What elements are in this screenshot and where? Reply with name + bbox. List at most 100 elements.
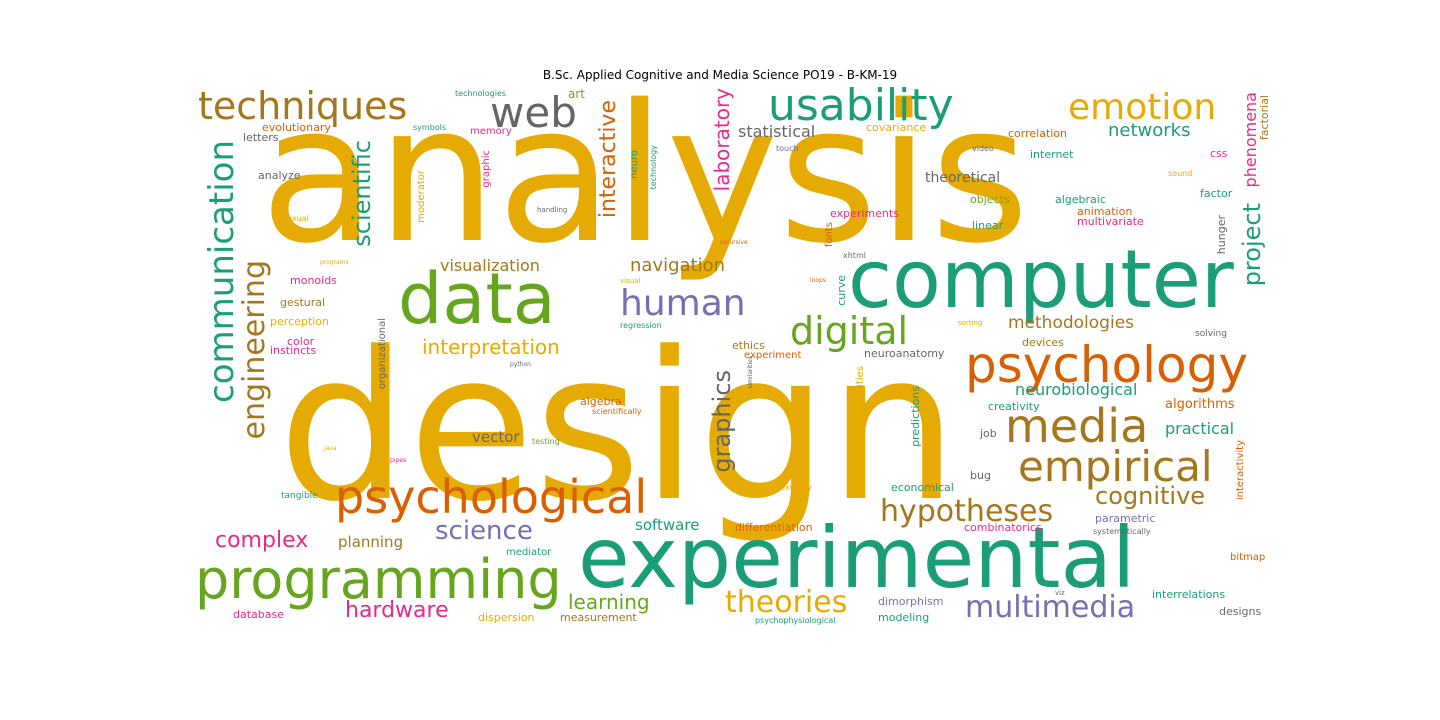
word-analysis: analysis [260,64,1030,285]
word-human: human [620,283,746,324]
word-design: design [278,309,959,547]
word-neurobiological: neurobiological [1015,380,1138,399]
word-fonts: fonts [824,222,835,248]
word-linear: linear [972,219,1004,232]
word-methodologies: methodologies [1008,313,1135,333]
word-neuroanatomy: neuroanatomy [864,347,945,360]
word-measurement: measurement [560,611,637,624]
word-database: database [233,608,284,621]
word-moderator: moderator [416,170,427,223]
word-symbols: symbols [413,123,447,132]
word-color: color [287,335,315,348]
word-designs: designs [1219,605,1262,618]
word-testing: testing [532,437,560,446]
word-practical: practical [1165,419,1235,438]
word-sexual: sexual [283,214,309,223]
word-interrelations: interrelations [1152,588,1226,601]
word-python: python [510,361,531,368]
word-recursive: recursive [720,239,748,246]
word-computer: computer [848,233,1234,326]
word-handling: handling [537,206,568,214]
word-sexuality: sexuality [776,483,812,492]
word-factorial: factorial [1258,95,1271,141]
word-letters: letters [243,131,279,144]
word-xhtml: xhtml [843,251,866,260]
word-experiments: experiments [830,207,899,220]
word-creativity: creativity [988,400,1040,413]
word-tangible: tangible [281,491,318,501]
word-graphic: graphic [481,150,492,188]
word-gestural: gestural [280,296,326,309]
word-solving: solving [1195,329,1227,339]
word-hunger: hunger [1215,215,1228,255]
word-interpretation: interpretation [422,335,560,359]
word-web: web [490,88,577,137]
word-multivariate: multivariate [1077,215,1144,228]
word-phenomena: phenomena [1241,92,1260,188]
word-combinatorics: combinatorics [964,521,1042,534]
word-similarities: similarities [747,356,754,389]
word-hypotheses: hypotheses [880,494,1054,529]
word-curve: curve [835,275,848,306]
word-programming: programming [195,548,562,611]
word-internet: internet [1030,148,1074,161]
word-algebraic: algebraic [1055,193,1106,206]
word-video: video [972,144,994,153]
word-interactivity: interactivity [1235,440,1246,501]
word-capabilities: capabilities [855,366,866,423]
word-job: job [980,427,997,440]
word-covariance: covariance [866,121,927,134]
word-objects: objects [970,193,1010,206]
word-pipes: pipes [390,457,407,464]
word-hardware: hardware [345,598,449,623]
word-algebra: algebra [580,395,622,408]
word-emotion: emotion [1068,87,1217,128]
word-graphics: graphics [708,370,736,473]
word-mediator: mediator [506,547,552,558]
word-vector: vector [472,428,520,446]
word-digital: digital [790,309,909,353]
word-organizational: organizational [377,318,388,390]
word-instincts: instincts [270,344,317,357]
word-empirical: empirical [1018,442,1213,491]
word-programs: programs [320,259,349,266]
word-economical: economical [891,481,954,494]
word-bug: bug [970,469,991,482]
word-dispersion: dispersion [478,611,535,624]
word-interactive: interactive [596,100,621,219]
word-monoids: monoids [290,274,337,287]
word-ethics: ethics [732,339,765,352]
word-cognitive: cognitive [1095,482,1206,510]
word-art: art [568,87,585,101]
word-correlation: correlation [1008,127,1068,140]
word-sorting: sorting [958,319,983,327]
word-regression: regression [620,321,662,330]
word-memory: memory [470,126,512,137]
word-technologies: technologies [455,89,506,98]
word-touch: touch [776,144,799,153]
word-experiment: experiment [744,350,802,361]
word-laboratory: laboratory [710,88,734,192]
word-systematically: systematically [1093,527,1151,536]
word-theories: theories [725,585,848,620]
word-differentiation: differentiation [735,521,813,534]
word-animation: animation [1077,205,1133,218]
word-neuro: neuro [629,150,640,179]
word-bitmap: bitmap [1230,552,1266,563]
word-software: software [635,516,700,534]
word-css: css [1210,147,1228,160]
word-sound: sound [1168,169,1193,178]
word-evolutionary: evolutionary [262,121,331,134]
word-devices: devices [1022,336,1064,349]
word-technology: technology [649,145,658,190]
word-scientifically: scientifically [592,407,642,416]
word-modeling: modeling [878,611,930,624]
word-navigation: navigation [630,255,726,276]
word-viz: viz [1055,589,1065,597]
word-usability: usability [768,80,954,131]
word-scientific: scientific [348,140,376,247]
word-learning: learning [568,590,650,614]
word-networks: networks [1108,120,1191,141]
word-predictions: predictions [909,386,922,447]
word-multimedia: multimedia [965,590,1136,625]
